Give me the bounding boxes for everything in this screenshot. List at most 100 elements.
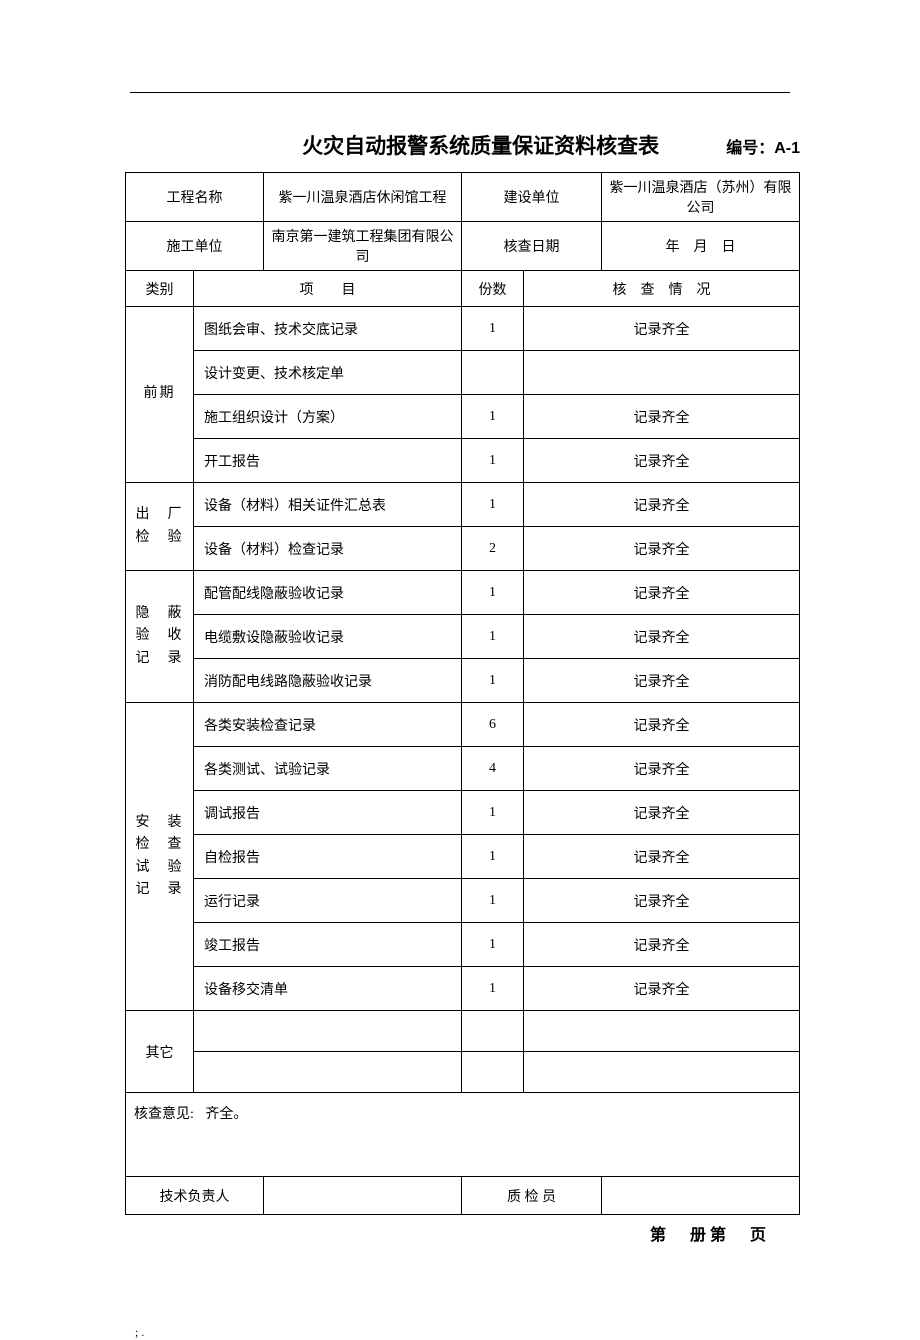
item-count: 1 — [462, 395, 524, 439]
item-status: 记录齐全 — [524, 923, 800, 967]
item-label: 自检报告 — [194, 835, 462, 879]
other-item — [194, 1052, 462, 1093]
inspector-value — [602, 1177, 800, 1215]
meta-row-1: 工程名称 紫一川温泉酒店休闲馆工程 建设单位 紫一川温泉酒店（苏州）有限公司 — [126, 173, 800, 222]
item-status: 记录齐全 — [524, 835, 800, 879]
table-row: 电缆敷设隐蔽验收记录 1 记录齐全 — [126, 615, 800, 659]
tech-value — [264, 1177, 462, 1215]
table-row: 设备移交清单 1 记录齐全 — [126, 967, 800, 1011]
footer-note: ; . — [135, 1325, 800, 1340]
item-label: 各类测试、试验记录 — [194, 747, 462, 791]
item-status: 记录齐全 — [524, 307, 800, 351]
item-status: 记录齐全 — [524, 747, 800, 791]
item-status: 记录齐全 — [524, 967, 800, 1011]
item-status: 记录齐全 — [524, 879, 800, 923]
other-status — [524, 1052, 800, 1093]
col-category: 类别 — [126, 271, 194, 307]
doc-number: 编号：A-1 — [726, 134, 800, 158]
item-status: 记录齐全 — [524, 439, 800, 483]
inspector-label: 质 检 员 — [462, 1177, 602, 1215]
table-row: 设计变更、技术核定单 — [126, 351, 800, 395]
client-label: 建设单位 — [462, 173, 602, 222]
date-label: 核查日期 — [462, 222, 602, 271]
table-row: 消防配电线路隐蔽验收记录 1 记录齐全 — [126, 659, 800, 703]
item-count: 1 — [462, 483, 524, 527]
table-row: 设备（材料）检查记录 2 记录齐全 — [126, 527, 800, 571]
project-value: 紫一川温泉酒店休闲馆工程 — [264, 173, 462, 222]
col-count: 份数 — [462, 271, 524, 307]
other-count — [462, 1011, 524, 1052]
tech-label: 技术负责人 — [126, 1177, 264, 1215]
item-count: 1 — [462, 967, 524, 1011]
table-row: 施工组织设计（方案） 1 记录齐全 — [126, 395, 800, 439]
item-count: 1 — [462, 307, 524, 351]
other-row-2 — [126, 1052, 800, 1093]
meta-row-2: 施工单位 南京第一建筑工程集团有限公司 核查日期 年 月 日 — [126, 222, 800, 271]
other-row-1: 其它 — [126, 1011, 800, 1052]
table-row: 调试报告 1 记录齐全 — [126, 791, 800, 835]
table-row: 隐 蔽验 收记 录 配管配线隐蔽验收记录 1 记录齐全 — [126, 571, 800, 615]
item-count: 1 — [462, 615, 524, 659]
item-count: 1 — [462, 835, 524, 879]
item-count: 6 — [462, 703, 524, 747]
item-label: 电缆敷设隐蔽验收记录 — [194, 615, 462, 659]
page-title: 火灾自动报警系统质量保证资料核查表 — [125, 130, 726, 160]
other-label: 其它 — [126, 1011, 194, 1093]
item-count: 4 — [462, 747, 524, 791]
table-row: 竣工报告 1 记录齐全 — [126, 923, 800, 967]
contractor-label: 施工单位 — [126, 222, 264, 271]
item-count: 2 — [462, 527, 524, 571]
client-value: 紫一川温泉酒店（苏州）有限公司 — [602, 173, 800, 222]
item-label: 图纸会审、技术交底记录 — [194, 307, 462, 351]
item-status: 记录齐全 — [524, 615, 800, 659]
opinion-label: 核查意见: — [134, 1107, 194, 1122]
item-status — [524, 351, 800, 395]
item-label: 配管配线隐蔽验收记录 — [194, 571, 462, 615]
table-row: 安 装检 查试 验记 录 各类安装检查记录 6 记录齐全 — [126, 703, 800, 747]
item-status: 记录齐全 — [524, 571, 800, 615]
project-label: 工程名称 — [126, 173, 264, 222]
table-row: 出 厂检 验 设备（材料）相关证件汇总表 1 记录齐全 — [126, 483, 800, 527]
category-cell: 前期 — [126, 307, 194, 483]
item-label: 设备（材料）相关证件汇总表 — [194, 483, 462, 527]
item-status: 记录齐全 — [524, 527, 800, 571]
col-status: 核 查 情 况 — [524, 271, 800, 307]
item-count: 1 — [462, 659, 524, 703]
item-status: 记录齐全 — [524, 703, 800, 747]
item-count — [462, 351, 524, 395]
other-item — [194, 1011, 462, 1052]
table-row: 前期 图纸会审、技术交底记录 1 记录齐全 — [126, 307, 800, 351]
col-item: 项 目 — [194, 271, 462, 307]
item-label: 各类安装检查记录 — [194, 703, 462, 747]
category-cell: 出 厂检 验 — [126, 483, 194, 571]
opinion-cell: 核查意见: 齐全。 — [126, 1093, 800, 1177]
item-status: 记录齐全 — [524, 395, 800, 439]
category-cell: 安 装检 查试 验记 录 — [126, 703, 194, 1011]
item-status: 记录齐全 — [524, 791, 800, 835]
item-count: 1 — [462, 439, 524, 483]
item-status: 记录齐全 — [524, 659, 800, 703]
table-row: 自检报告 1 记录齐全 — [126, 835, 800, 879]
item-label: 设计变更、技术核定单 — [194, 351, 462, 395]
item-label: 设备（材料）检查记录 — [194, 527, 462, 571]
contractor-value: 南京第一建筑工程集团有限公司 — [264, 222, 462, 271]
item-count: 1 — [462, 879, 524, 923]
item-label: 竣工报告 — [194, 923, 462, 967]
item-label: 消防配电线路隐蔽验收记录 — [194, 659, 462, 703]
other-status — [524, 1011, 800, 1052]
table-row: 各类测试、试验记录 4 记录齐全 — [126, 747, 800, 791]
item-count: 1 — [462, 571, 524, 615]
sign-row: 技术负责人 质 检 员 — [126, 1177, 800, 1215]
item-label: 运行记录 — [194, 879, 462, 923]
item-label: 设备移交清单 — [194, 967, 462, 1011]
item-label: 调试报告 — [194, 791, 462, 835]
table-row: 开工报告 1 记录齐全 — [126, 439, 800, 483]
main-table: 工程名称 紫一川温泉酒店休闲馆工程 建设单位 紫一川温泉酒店（苏州）有限公司 施… — [125, 172, 800, 1215]
item-label: 开工报告 — [194, 439, 462, 483]
top-rule — [130, 92, 790, 93]
opinion-text: 齐全。 — [205, 1107, 247, 1122]
item-count: 1 — [462, 791, 524, 835]
table-row: 运行记录 1 记录齐全 — [126, 879, 800, 923]
item-status: 记录齐全 — [524, 483, 800, 527]
date-value: 年 月 日 — [602, 222, 800, 271]
